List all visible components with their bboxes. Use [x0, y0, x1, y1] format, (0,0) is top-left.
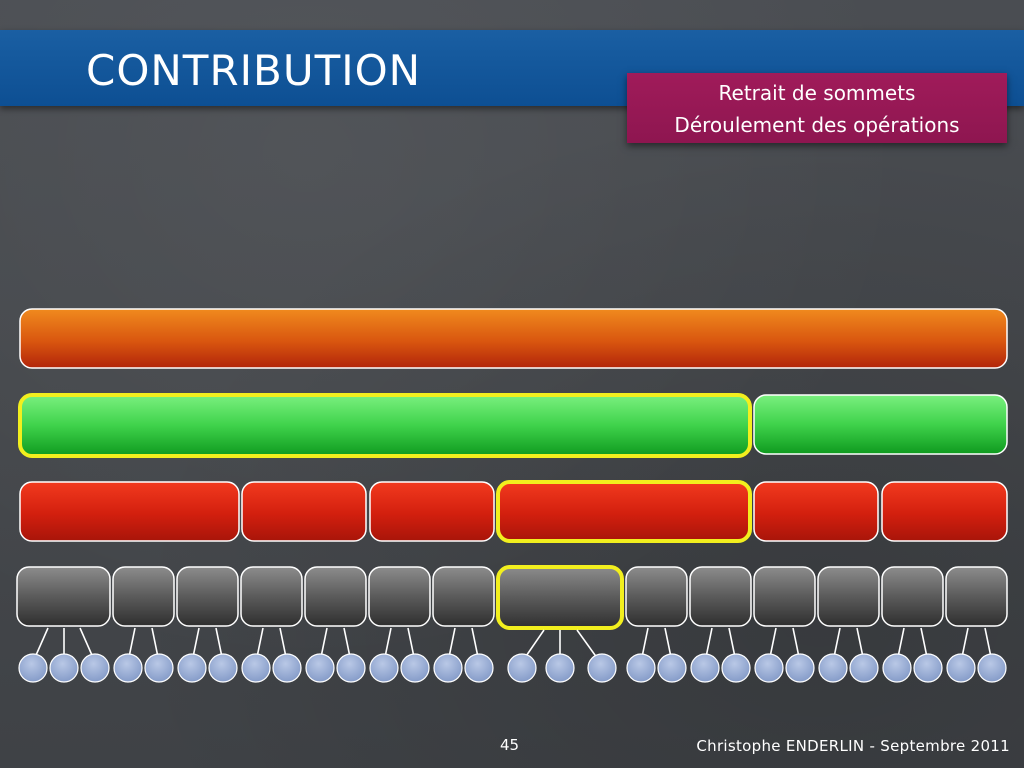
gray-block-2 — [112, 566, 175, 627]
gray-block-9 — [625, 566, 688, 627]
page-number: 45 — [500, 736, 520, 754]
red-block-3 — [369, 481, 495, 542]
leaf-node — [882, 653, 912, 683]
leaf-nodes — [18, 653, 1007, 683]
gray-block-13 — [881, 566, 944, 627]
leaf-node — [80, 653, 110, 683]
leaf-node — [849, 653, 879, 683]
leaf-node — [49, 653, 79, 683]
connector-lines — [32, 627, 993, 663]
gray-block-11 — [753, 566, 816, 627]
leaf-node — [690, 653, 720, 683]
leaf-node — [545, 653, 575, 683]
green-block-1 — [18, 393, 752, 458]
green-block-2 — [753, 394, 1008, 455]
leaf-node — [177, 653, 207, 683]
gray-block-10 — [689, 566, 752, 627]
leaf-node — [369, 653, 399, 683]
red-block-5 — [753, 481, 879, 542]
leaf-node — [626, 653, 656, 683]
leaf-node — [657, 653, 687, 683]
slide-title: CONTRIBUTION — [86, 46, 422, 95]
gray-block-5 — [304, 566, 367, 627]
leaf-node — [433, 653, 463, 683]
gray-block-1 — [16, 566, 111, 627]
red-block-6 — [881, 481, 1008, 542]
leaf-node — [785, 653, 815, 683]
leaf-node — [144, 653, 174, 683]
leaf-node — [336, 653, 366, 683]
gray-block-6 — [368, 566, 431, 627]
red-block-4 — [496, 480, 752, 543]
gray-block-12 — [817, 566, 880, 627]
leaf-node — [241, 653, 271, 683]
title-bar: CONTRIBUTION — [0, 30, 1024, 106]
orange-block — [19, 308, 1008, 369]
section-line-1: Retrait de sommets — [718, 81, 916, 105]
red-block-2 — [241, 481, 367, 542]
leaf-node — [113, 653, 143, 683]
footer-author: Christophe ENDERLIN - Septembre 2011 — [696, 737, 1010, 755]
leaf-node — [507, 653, 537, 683]
leaf-node — [208, 653, 238, 683]
gray-block-8 — [496, 565, 624, 630]
leaf-node — [818, 653, 848, 683]
leaf-node — [400, 653, 430, 683]
leaf-node — [272, 653, 302, 683]
section-box: Retrait de sommets Déroulement des opéra… — [627, 73, 1007, 143]
section-line-2: Déroulement des opérations — [674, 113, 960, 137]
leaf-node — [305, 653, 335, 683]
gray-level — [16, 565, 1008, 630]
gray-block-4 — [240, 566, 303, 627]
gray-block-3 — [176, 566, 239, 627]
leaf-node — [913, 653, 943, 683]
gray-block-7 — [432, 566, 495, 627]
leaf-node — [464, 653, 494, 683]
leaf-node — [18, 653, 48, 683]
leaf-node — [977, 653, 1007, 683]
leaf-node — [587, 653, 617, 683]
gray-block-14 — [945, 566, 1008, 627]
leaf-node — [721, 653, 751, 683]
red-block-1 — [19, 481, 240, 542]
leaf-node — [754, 653, 784, 683]
leaf-node — [946, 653, 976, 683]
